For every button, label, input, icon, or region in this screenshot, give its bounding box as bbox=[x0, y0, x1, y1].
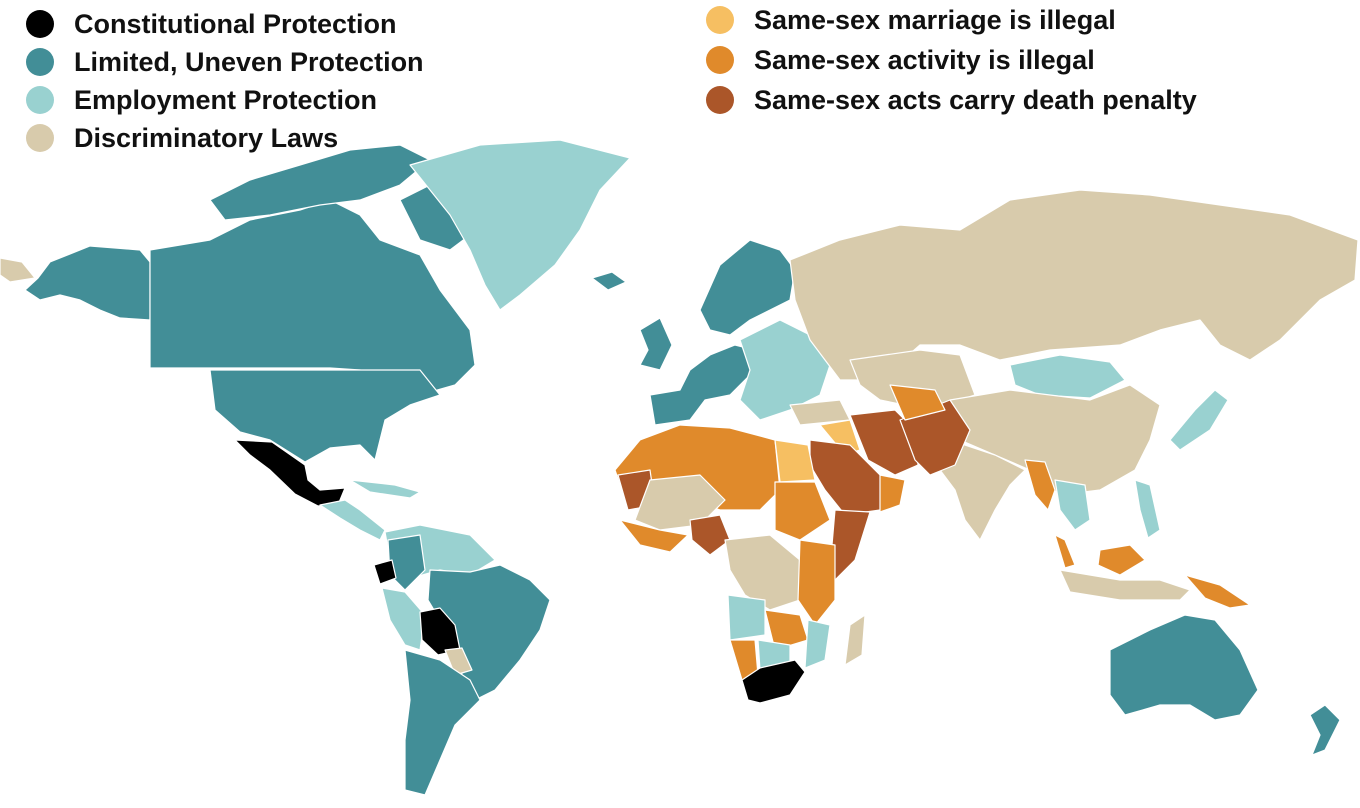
region-argentina-chile bbox=[404, 649, 481, 796]
region-ecuador bbox=[373, 559, 397, 585]
illegality-legend: Same-sex marriage is illegal Same-sex ac… bbox=[706, 0, 1197, 120]
legend-swatch-limited bbox=[26, 48, 54, 76]
legend-swatch-discriminatory bbox=[26, 124, 54, 152]
region-uk-ireland bbox=[639, 317, 673, 371]
region-mozambique bbox=[804, 619, 831, 669]
region-papua bbox=[1184, 574, 1251, 609]
region-mexico bbox=[234, 439, 346, 507]
region-central-america bbox=[319, 499, 386, 541]
region-canada-islands bbox=[209, 144, 431, 221]
region-new-zealand bbox=[1309, 704, 1341, 756]
region-alaska bbox=[24, 245, 151, 321]
legend-label-discriminatory: Discriminatory Laws bbox=[74, 122, 339, 153]
legend-label-constitutional: Constitutional Protection bbox=[74, 8, 397, 39]
legend-item-activity-illegal: Same-sex activity is illegal bbox=[706, 40, 1197, 80]
region-japan bbox=[1169, 389, 1229, 451]
legend-label-limited: Limited, Uneven Protection bbox=[74, 46, 424, 77]
region-caribbean bbox=[349, 479, 421, 499]
region-angola bbox=[727, 594, 766, 641]
legend-item-death-penalty: Same-sex acts carry death penalty bbox=[706, 80, 1197, 120]
region-eastern-europe bbox=[739, 319, 831, 421]
region-australia bbox=[1109, 614, 1259, 721]
legend-swatch-employment bbox=[26, 86, 54, 114]
region-east-africa bbox=[797, 539, 836, 626]
legend-item-discriminatory: Discriminatory Laws bbox=[26, 119, 424, 157]
region-india bbox=[939, 439, 1026, 541]
region-central-asia-south bbox=[889, 384, 946, 421]
region-greenland bbox=[409, 139, 631, 311]
region-philippines bbox=[1134, 479, 1161, 539]
region-yemen-oman bbox=[879, 474, 906, 513]
region-south-africa bbox=[741, 659, 806, 704]
protection-legend: Constitutional Protection Limited, Uneve… bbox=[26, 5, 424, 157]
region-colombia bbox=[387, 534, 426, 591]
legend-label-marriage-illegal: Same-sex marriage is illegal bbox=[754, 4, 1116, 35]
region-egypt bbox=[774, 439, 816, 483]
region-afghanistan-pakistan bbox=[899, 399, 971, 476]
legend-item-limited: Limited, Uneven Protection bbox=[26, 43, 424, 81]
legend-item-employment: Employment Protection bbox=[26, 81, 424, 119]
region-chukotka bbox=[0, 257, 36, 283]
region-peru bbox=[381, 587, 426, 651]
region-usa bbox=[209, 369, 441, 463]
legend-label-death-penalty: Same-sex acts carry death penalty bbox=[754, 84, 1197, 115]
legend-item-marriage-illegal: Same-sex marriage is illegal bbox=[706, 0, 1197, 40]
region-west-africa-coast bbox=[619, 519, 689, 553]
region-iran bbox=[849, 409, 919, 476]
region-russia bbox=[789, 189, 1359, 381]
region-myanmar bbox=[1024, 459, 1056, 511]
legend-label-activity-illegal: Same-sex activity is illegal bbox=[754, 44, 1095, 75]
region-indonesia bbox=[1059, 569, 1191, 601]
legend-item-constitutional: Constitutional Protection bbox=[26, 5, 424, 43]
region-scandinavia bbox=[699, 239, 796, 336]
legend-swatch-constitutional bbox=[26, 10, 54, 38]
legend-swatch-death-penalty bbox=[706, 86, 734, 114]
region-iceland bbox=[591, 271, 627, 291]
region-madagascar bbox=[844, 614, 866, 666]
region-sudan bbox=[774, 481, 831, 541]
region-malaysia bbox=[1054, 534, 1076, 569]
region-borneo bbox=[1097, 544, 1146, 576]
legend-swatch-activity-illegal bbox=[706, 46, 734, 74]
legend-swatch-marriage-illegal bbox=[706, 6, 734, 34]
region-horn-of-africa bbox=[831, 509, 871, 581]
region-mongolia bbox=[1009, 354, 1126, 399]
region-paraguay bbox=[444, 647, 473, 676]
legend-label-employment: Employment Protection bbox=[74, 84, 378, 115]
region-nigeria bbox=[689, 514, 731, 556]
region-central-africa bbox=[724, 534, 801, 611]
region-southeast-asia bbox=[1054, 479, 1091, 531]
